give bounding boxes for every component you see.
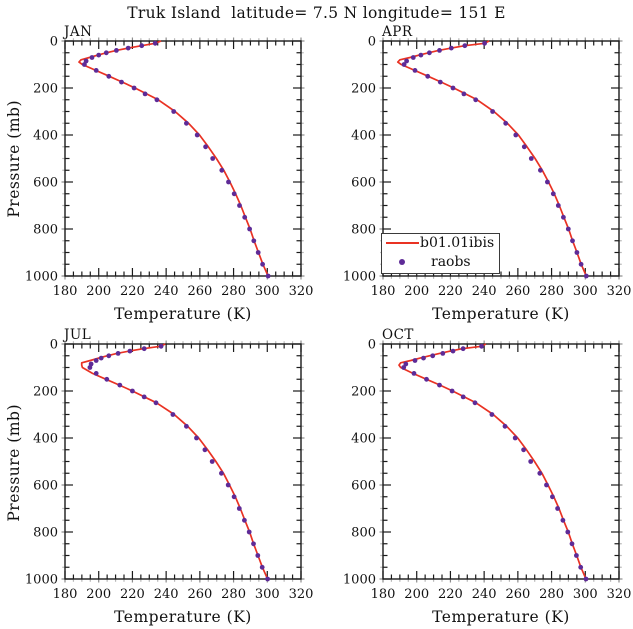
svg-text:1000: 1000 (343, 269, 376, 284)
plot-panel-jan: 180 200 220 240 260 280 300 320 0 200 400 600 800 100… (25, 34, 314, 299)
svg-text:260: 260 (505, 587, 530, 602)
svg-text:280: 280 (539, 587, 564, 602)
svg-text:320: 320 (289, 284, 314, 299)
svg-text:1000: 1000 (25, 269, 58, 284)
svg-text:320: 320 (607, 587, 632, 602)
svg-text:400: 400 (351, 432, 376, 447)
svg-text:0: 0 (50, 338, 58, 353)
svg-text:180: 180 (371, 284, 396, 299)
svg-text:200: 200 (351, 385, 376, 400)
svg-text:220: 220 (120, 284, 145, 299)
svg-text:280: 280 (221, 587, 246, 602)
svg-text:400: 400 (33, 432, 58, 447)
svg-text:600: 600 (351, 479, 376, 494)
svg-text:400: 400 (33, 128, 58, 143)
svg-text:200: 200 (404, 587, 429, 602)
svg-text:1000: 1000 (25, 573, 58, 588)
svg-text:800: 800 (351, 222, 376, 237)
svg-text:280: 280 (539, 284, 564, 299)
svg-text:260: 260 (187, 284, 212, 299)
svg-text:1000: 1000 (343, 573, 376, 588)
svg-text:300: 300 (573, 587, 598, 602)
svg-text:260: 260 (187, 587, 212, 602)
x-axis-label-apr: Temperature (K) (432, 305, 570, 323)
panel-title-apr: APR (382, 24, 413, 40)
panel-title-oct: OCT (382, 327, 414, 343)
svg-text:200: 200 (86, 284, 111, 299)
svg-text:600: 600 (33, 175, 58, 190)
svg-text:280: 280 (221, 284, 246, 299)
legend: b01.01ibis raobs (381, 233, 500, 274)
svg-text:0: 0 (368, 34, 376, 49)
svg-text:800: 800 (33, 526, 58, 541)
svg-text:220: 220 (438, 284, 463, 299)
svg-text:220: 220 (438, 587, 463, 602)
svg-text:800: 800 (351, 526, 376, 541)
svg-text:220: 220 (120, 587, 145, 602)
panel-title-jul: JUL (64, 327, 92, 343)
svg-text:200: 200 (33, 385, 58, 400)
svg-text:320: 320 (289, 587, 314, 602)
svg-text:200: 200 (86, 587, 111, 602)
x-axis-label-jul: Temperature (K) (114, 608, 252, 626)
legend-label-model: b01.01ibis (420, 235, 495, 251)
svg-text:300: 300 (255, 587, 280, 602)
svg-text:260: 260 (505, 284, 530, 299)
legend-label-raobs: raobs (431, 254, 471, 270)
svg-text:240: 240 (154, 284, 179, 299)
legend-dot-sample (399, 259, 405, 265)
svg-text:600: 600 (33, 479, 58, 494)
svg-text:300: 300 (573, 284, 598, 299)
plot-panel-oct: 180 200 220 240 260 280 300 320 0 200 400 600 800 100… (343, 338, 632, 603)
svg-text:240: 240 (472, 284, 497, 299)
x-axis-label-jan: Temperature (K) (114, 305, 252, 323)
panel-title-jan: JAN (64, 24, 93, 40)
legend-line-sample (386, 242, 419, 244)
x-axis-label-oct: Temperature (K) (432, 608, 570, 626)
svg-text:200: 200 (351, 81, 376, 96)
svg-text:400: 400 (351, 128, 376, 143)
svg-text:240: 240 (154, 587, 179, 602)
svg-text:180: 180 (53, 284, 78, 299)
page-title: Truk Island latitude= 7.5 N longitude= 1… (127, 4, 506, 22)
svg-text:320: 320 (607, 284, 632, 299)
svg-text:200: 200 (404, 284, 429, 299)
plot-panel-jul: 180 200 220 240 260 280 300 320 0 200 400 600 800 100… (25, 338, 314, 603)
svg-text:0: 0 (368, 338, 376, 353)
svg-text:600: 600 (351, 175, 376, 190)
svg-text:0: 0 (50, 34, 58, 49)
svg-text:180: 180 (53, 587, 78, 602)
svg-text:800: 800 (33, 222, 58, 237)
svg-text:200: 200 (33, 81, 58, 96)
svg-text:180: 180 (371, 587, 396, 602)
svg-text:240: 240 (472, 587, 497, 602)
svg-text:300: 300 (255, 284, 280, 299)
